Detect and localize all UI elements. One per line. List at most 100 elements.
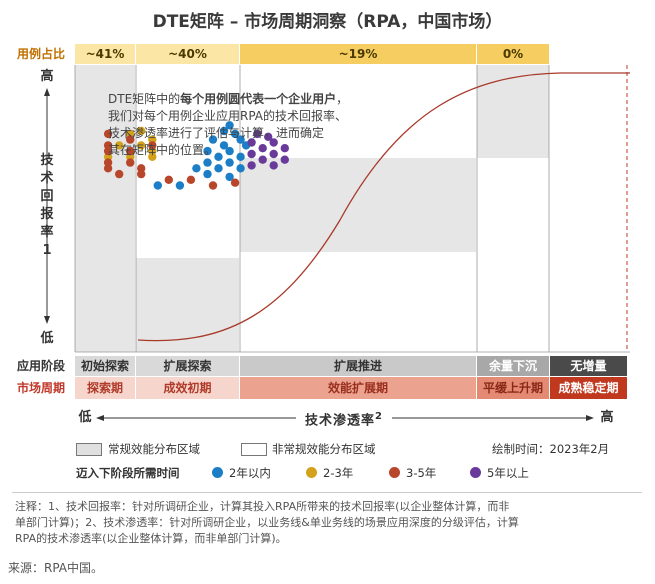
point-3-5 [280,144,289,153]
legend-irregular-label: 非常规效能分布区域 [272,442,376,456]
legend-time-3: 5年以上 [487,466,529,480]
point-2-9 [137,164,146,173]
regular-zone-initial [75,65,135,352]
scatter-points [103,121,289,190]
point-0-11 [203,158,212,167]
note-line1: 注释：1、技术回报率：针对所调研企业，计算其投入RPA所带来的技术回报率(以企业… [15,500,510,513]
share-residual: 0% [477,44,549,64]
legend-dot-purple [470,467,481,478]
point-3-9 [280,155,289,164]
cycle-expansion: 效能扩展期 [240,377,476,399]
stage-no-increment: 无增量 [550,356,627,376]
point-1-4 [137,141,146,150]
legend-irregular-swatch [241,443,267,456]
legend-regular-label: 常规效能分布区域 [108,442,200,456]
point-0-5 [219,141,229,150]
point-0-4 [236,135,245,144]
point-1-0 [137,126,146,136]
desc-line4: 其在矩阵中的位置。 [108,143,217,157]
point-2-5 [126,146,135,156]
point-0-18 [153,181,162,190]
point-1-3 [115,141,124,150]
point-0-16 [203,169,212,179]
legend-dot-rust [389,467,400,478]
regular-zone-expand-advance [240,158,476,252]
desc-line1-pre: DTE矩阵中的 [108,92,181,106]
point-2-11 [137,169,146,179]
source: 来源：RPA中国。 [8,561,104,575]
legend-date: 绘制时间：2023年2月 [492,442,610,456]
point-3-4 [258,144,267,153]
point-0-13 [192,164,201,173]
chart-description: DTE矩阵中的每个用例圆代表一个企业用户， 我们对每个用例企业应用RPA的技术回… [108,91,408,159]
point-3-3 [269,138,278,147]
cycle-early-results: 成效初期 [136,377,239,399]
notes-divider [12,492,642,493]
point-1-2 [148,135,157,144]
legend-dot-blue [212,467,223,478]
point-2-4 [103,146,113,156]
point-3-6 [247,149,256,159]
x-axis-title: 技术渗透率2 [298,408,390,430]
legend-time-1: 2-3年 [323,466,354,480]
point-3-10 [247,161,256,170]
point-0-8 [225,146,234,156]
point-3-11 [269,161,278,170]
cycle-row-label: 市场周期 [16,381,65,395]
legend-time-0: 2年以内 [229,466,271,480]
x-axis-sup: 2 [375,411,383,422]
cycle-mature: 成熟稳定期 [550,377,627,399]
point-1-9 [148,152,157,161]
point-3-1 [264,132,273,141]
point-2-15 [230,178,240,187]
point-2-14 [208,181,218,190]
point-2-8 [103,164,113,173]
point-3-2 [247,138,256,147]
point-0-9 [214,152,223,161]
point-0-2 [230,129,240,139]
stage-row-label: 应用阶段 [16,359,65,373]
x-axis-title-text: 技术渗透率 [305,413,376,429]
s-curve [137,72,630,342]
point-0-0 [225,121,234,130]
share-expand-advance: ~19% [240,44,476,64]
point-2-7 [126,158,135,167]
regular-zone-residual [477,65,549,158]
note-line3: RPA的技术渗透率(以企业整体计算，而非单部门计算)。 [15,532,287,545]
point-2-13 [186,175,196,184]
desc-line1-post: ， [336,92,349,106]
point-0-17 [225,172,234,182]
point-0-7 [203,146,212,156]
cycle-exploration: 探索期 [75,377,135,399]
x-axis-low: 低 [78,410,92,425]
point-2-1 [126,135,135,144]
share-expand-explore: ~40% [136,44,239,64]
point-3-8 [258,155,267,164]
y-axis-title-text: 技术回报率 [40,153,54,240]
chart-title: DTE矩阵 – 市场周期洞察（RPA，中国市场） [152,12,503,32]
point-0-12 [225,158,234,167]
x-axis-high: 高 [600,410,614,425]
legend-time-title: 迈入下阶段所需时间 [76,466,180,480]
stage-residual: 余量下沉 [477,356,549,376]
point-0-19 [175,181,185,190]
y-axis-high: 高 [40,69,54,84]
cycle-gentle-rise: 平缓上升期 [477,377,549,399]
point-0-15 [236,164,245,173]
point-2-10 [115,169,124,179]
regular-zone-expand-explore [136,258,239,352]
desc-line2: 我们对每个用例企业应用RPA的技术回报率、 [108,109,348,123]
point-2-3 [148,141,157,150]
point-0-1 [219,126,229,136]
stage-expand-advance: 扩展推进 [240,356,476,376]
point-0-10 [236,152,245,161]
y-axis-low: 低 [40,331,54,346]
y-axis-sup: 1 [42,243,52,258]
y-axis-title: 技术回报率 1 [38,152,56,260]
note-line2: 单部门计算)；2、技术渗透率：针对所调研企业，以业务线&单业务线的场景应用深度的… [15,516,519,529]
point-3-0 [253,129,262,139]
stage-initial: 初始探索 [75,356,135,376]
legend-dot-gold [306,467,317,478]
share-initial: ~41% [75,44,135,64]
